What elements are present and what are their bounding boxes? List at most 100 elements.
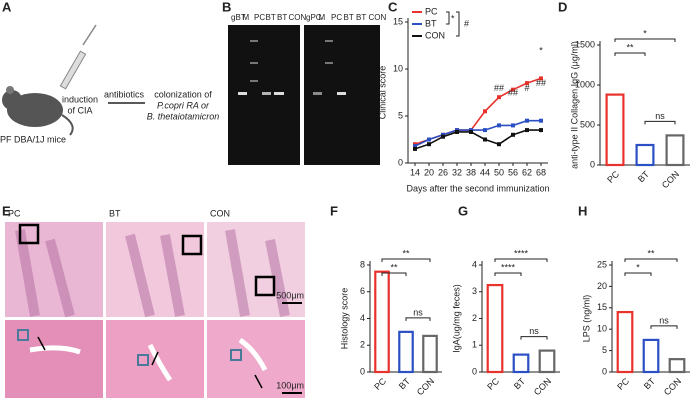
point (497, 95, 501, 100)
significance-bracket (381, 258, 431, 262)
point (427, 142, 431, 147)
significance-label: **** (501, 262, 516, 272)
gel-bands (238, 40, 346, 95)
legend-annotation: * (451, 13, 455, 23)
significance-bracket (494, 258, 548, 262)
y-axis-label: Histology score (339, 288, 349, 350)
significance-bracket (614, 52, 646, 56)
significance-bracket (520, 336, 548, 340)
x-tick-label: PC (372, 376, 388, 392)
scale-bar-label: 100μm (276, 380, 304, 390)
histology-group: PC (8, 208, 21, 218)
gel-lane-label: gPC (306, 13, 322, 22)
y-tick-label: 4 (472, 259, 477, 269)
point (483, 137, 487, 142)
point (539, 76, 543, 81)
y-tick-label: 2 (360, 340, 365, 350)
x-tick-label: 14 (410, 167, 420, 177)
x-tick-label: CON (660, 169, 681, 190)
panel-label: E (2, 203, 11, 218)
significance-label: ns (655, 111, 665, 121)
x-tick-label: CON (662, 376, 683, 397)
panel-label: A (2, 0, 12, 14)
significance-bracket (405, 317, 431, 321)
bar (512, 353, 530, 374)
significance-label: **** (514, 248, 529, 258)
significance-bracket (381, 272, 407, 276)
panel-label: B (222, 0, 231, 14)
histology-group: CON (210, 208, 230, 218)
significance-label: ns (413, 307, 423, 317)
bar (398, 330, 414, 374)
y-axis-label: Clinical score (377, 66, 387, 120)
y-tick-label: 0 (590, 159, 595, 169)
y-axis-label: anti-type II Collagen IgG (μg/ml) (569, 41, 579, 169)
point (483, 109, 487, 114)
x-tick-label: PC (485, 376, 501, 392)
legend-bracket (446, 11, 460, 37)
x-tick-label: BT (397, 376, 413, 392)
y-tick-label: 2 (472, 313, 477, 323)
gel-lane-label: M (319, 13, 326, 22)
x-tick-label: PC (615, 376, 631, 392)
point (483, 128, 487, 133)
point (525, 81, 529, 86)
point (469, 129, 473, 134)
y-tick-label: 1000 (575, 79, 595, 89)
significance-label: ** (647, 248, 655, 258)
y-tick-label: 0 (360, 366, 365, 376)
x-tick-label: 32 (452, 167, 462, 177)
y-tick-label: 3 (472, 286, 477, 296)
y-tick-label: 1 (472, 340, 477, 350)
panel-label: C (388, 0, 398, 14)
gel-lane-label: BT (344, 13, 354, 22)
induction-label: induction (62, 94, 98, 104)
legend-label: CON (425, 30, 445, 40)
significance-bracket (624, 272, 652, 276)
x-tick-label: 62 (522, 167, 532, 177)
significance-bracket (644, 120, 676, 125)
legend-label: PC (425, 6, 438, 16)
bar (668, 358, 686, 374)
gel-lane-label: M (243, 13, 250, 22)
gel-lane-label: CON (369, 13, 387, 22)
significance-bracket (614, 38, 676, 42)
x-tick-label: 56 (508, 167, 518, 177)
y-tick-label: 10 (393, 63, 403, 73)
y-tick-label: 1500 (575, 39, 595, 49)
point (525, 118, 529, 123)
gel-lane-label: BT (266, 13, 276, 22)
mouse-icon (2, 24, 97, 136)
y-tick-label: 15 (597, 302, 607, 312)
annotation: # (524, 83, 529, 93)
x-tick-label: 20 (424, 167, 434, 177)
y-tick-label: 5 (602, 345, 607, 355)
y-tick-label: 500 (580, 119, 595, 129)
y-tick-label: 0 (472, 366, 477, 376)
annotation: ## (494, 83, 504, 93)
bar (605, 93, 625, 167)
legend-annotation: # (464, 18, 469, 28)
y-tick-label: 10 (597, 324, 607, 334)
y-tick-label: 0 (602, 366, 607, 376)
gel-lane-label: gBT (231, 13, 246, 22)
annotation: ## (536, 78, 546, 88)
point (441, 134, 445, 139)
x-tick-label: 38 (466, 167, 476, 177)
bar (374, 270, 390, 374)
point (525, 128, 529, 133)
series-line (414, 77, 542, 145)
significance-label: ns (659, 315, 669, 325)
mice-label: SPF DBA/1J mice (0, 134, 66, 144)
panel-label: H (578, 203, 587, 218)
y-tick-label: 8 (360, 259, 365, 269)
point (539, 128, 543, 133)
x-tick-label: 26 (438, 167, 448, 177)
point (539, 118, 543, 123)
gel-lane-label: BT (277, 13, 287, 22)
y-tick-label: 5 (398, 110, 403, 120)
significance-label: * (636, 262, 640, 272)
point (413, 144, 417, 149)
significance-bracket (494, 272, 522, 276)
